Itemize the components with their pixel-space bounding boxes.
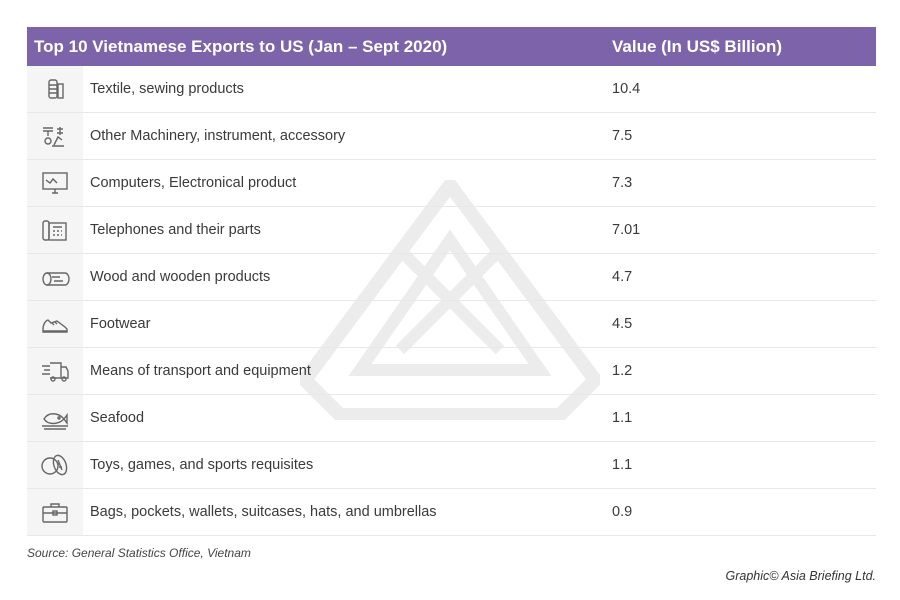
row-value: 4.7 <box>612 269 633 285</box>
graphic-credit: Graphic© Asia Briefing Ltd. <box>725 569 876 583</box>
header-category: Top 10 Vietnamese Exports to US (Jan – S… <box>34 37 448 56</box>
row-label: Other Machinery, instrument, accessory <box>90 128 346 144</box>
thread-spool-icon <box>27 66 83 112</box>
exports-table: Top 10 Vietnamese Exports to US (Jan – S… <box>27 27 876 536</box>
row-label: Means of transport and equipment <box>90 363 311 379</box>
row-value: 0.9 <box>612 504 633 520</box>
sneaker-icon <box>27 301 83 347</box>
row-label: Toys, games, and sports requisites <box>90 457 314 473</box>
row-label: Textile, sewing products <box>90 81 244 97</box>
table-row: Textile, sewing products 10.4 <box>27 66 876 113</box>
row-value: 1.1 <box>612 410 633 426</box>
row-label: Computers, Electronical product <box>90 175 297 191</box>
table-header: Top 10 Vietnamese Exports to US (Jan – S… <box>27 27 876 66</box>
row-label: Seafood <box>90 410 145 426</box>
telephone-icon <box>27 207 83 253</box>
row-label: Wood and wooden products <box>90 269 271 285</box>
delivery-truck-icon <box>27 348 83 394</box>
header-value: Value (In US$ Billion) <box>612 37 783 56</box>
briefcase-icon <box>27 489 83 535</box>
log-icon <box>27 254 83 300</box>
row-label: Bags, pockets, wallets, suitcases, hats,… <box>90 504 437 520</box>
row-value: 1.1 <box>612 457 633 473</box>
table-row: Means of transport and equipment 1.2 <box>27 348 876 395</box>
robot-arm-icon <box>27 113 83 159</box>
fish-platter-icon <box>27 395 83 441</box>
row-value: 4.5 <box>612 316 633 332</box>
table-row: Telephones and their parts 7.01 <box>27 207 876 254</box>
table-row: Footwear 4.5 <box>27 301 876 348</box>
computer-monitor-icon <box>27 160 83 206</box>
table-row: Toys, games, and sports requisites 1.1 <box>27 442 876 489</box>
row-value: 7.5 <box>612 128 633 144</box>
table-row: Other Machinery, instrument, accessory 7… <box>27 113 876 160</box>
table-row: Bags, pockets, wallets, suitcases, hats,… <box>27 489 876 536</box>
balls-icon <box>27 442 83 488</box>
row-value: 7.01 <box>612 222 641 238</box>
table-row: Computers, Electronical product 7.3 <box>27 160 876 207</box>
table-row: Wood and wooden products 4.7 <box>27 254 876 301</box>
row-label: Telephones and their parts <box>90 222 261 238</box>
row-label: Footwear <box>90 316 151 332</box>
row-value: 7.3 <box>612 175 633 191</box>
row-value: 1.2 <box>612 363 633 379</box>
row-value: 10.4 <box>612 81 641 97</box>
table-row: Seafood 1.1 <box>27 395 876 442</box>
source-note: Source: General Statistics Office, Vietn… <box>27 546 251 560</box>
